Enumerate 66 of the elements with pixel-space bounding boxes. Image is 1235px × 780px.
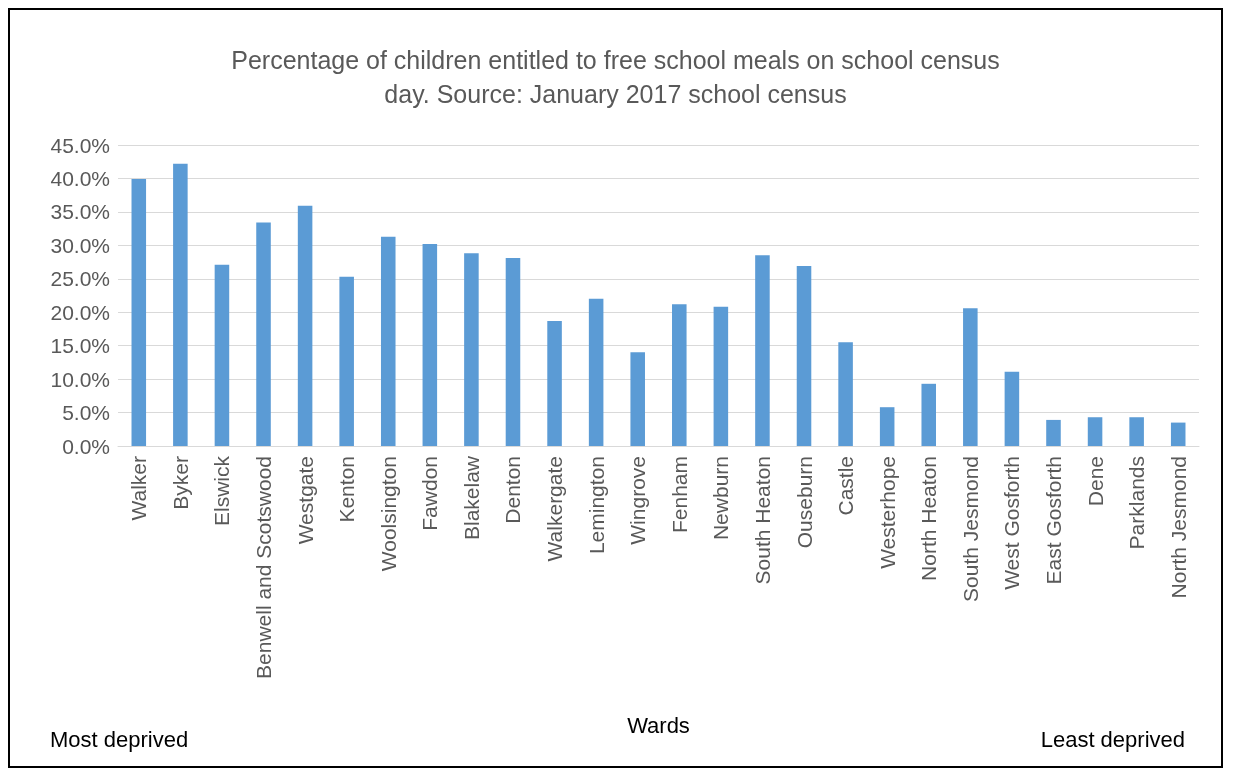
bar [1046, 419, 1061, 446]
x-tick-label: Westgate [293, 456, 317, 545]
x-tick-label: Benwell and Scotswood [252, 456, 276, 679]
x-tick-label: Denton [501, 456, 525, 524]
x-tick-label: Wingrove [626, 456, 650, 545]
bar [256, 222, 271, 446]
x-tick-label: Castle [834, 456, 858, 516]
x-tick-label: Westerhope [875, 456, 899, 569]
bar [963, 308, 978, 446]
bar [838, 342, 853, 446]
text: Least deprived [1040, 726, 1186, 752]
x-tick-label: South Jesmond [958, 456, 982, 602]
bar [1129, 417, 1144, 446]
bar [672, 304, 687, 446]
bar [214, 264, 230, 446]
bar [630, 352, 645, 446]
x-tick-label: Dene [1083, 456, 1107, 507]
y-tick-label: 45.0% [50, 133, 110, 157]
bar [339, 276, 354, 446]
x-tick-label: Parklands [1125, 456, 1149, 550]
bar [921, 383, 937, 446]
bar [547, 320, 562, 446]
chart-title: Percentage of children entitled to free school meals on school census day. Source: January 2017 school census [231, 46, 1000, 108]
bar [297, 205, 313, 446]
bar [796, 266, 812, 446]
y-tick-label: 10.0% [50, 367, 110, 391]
y-tick-label: 5.0% [62, 401, 110, 425]
bar [1170, 422, 1186, 446]
bar [755, 255, 770, 446]
x-tick-label: Walker [127, 456, 151, 521]
bar [173, 163, 188, 446]
bar [879, 407, 895, 446]
bar [380, 236, 396, 446]
x-tick-label: Blakelaw [459, 455, 483, 541]
x-tick-label: North Jesmond [1166, 456, 1190, 599]
x-tick-label: South Heaton [750, 456, 774, 585]
x-tick-label: East Gosforth [1041, 456, 1065, 585]
x-tick-label: Ouseburn [792, 456, 816, 549]
bar [713, 306, 729, 446]
x-tick-label: Fawdon [418, 456, 442, 531]
bar [131, 179, 147, 446]
x-tick-label: Kenton [335, 456, 359, 523]
bar [422, 244, 438, 446]
x-tick-label: Newburn [709, 456, 733, 541]
text: Most deprived [50, 726, 189, 752]
bar [1004, 371, 1020, 446]
bar [1087, 417, 1103, 446]
y-tick-label: 15.0% [50, 334, 110, 358]
bar [588, 298, 604, 446]
y-tick-label: 25.0% [50, 267, 110, 291]
x-tick-label: West Gosforth [1000, 456, 1024, 590]
x-tick-label: Fenham [667, 456, 691, 534]
x-tick-label: Byker [168, 456, 192, 510]
y-tick-label: 20.0% [50, 300, 110, 324]
bar [464, 253, 479, 446]
y-tick-label: 35.0% [50, 200, 110, 224]
x-tick-label: Woolsington [376, 456, 400, 572]
x-tick-label: Lemington [584, 456, 608, 555]
y-tick-label: 0.0% [62, 434, 110, 458]
y-tick-label: 30.0% [50, 233, 110, 257]
x-tick-label: Walkergate [543, 456, 567, 562]
bar [505, 258, 521, 446]
x-tick-label: North Heaton [917, 456, 941, 581]
y-tick-label: 40.0% [50, 166, 110, 190]
x-axis-title: Wards [627, 712, 690, 738]
x-tick-label: Elswick [210, 455, 234, 527]
